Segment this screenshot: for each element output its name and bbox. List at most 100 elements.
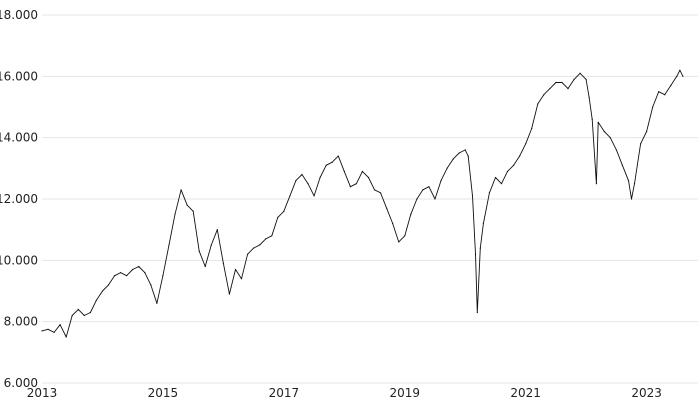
data-point [398,241,400,243]
x-tick-label: 2021 [510,386,541,400]
x-tick-label: 2017 [269,386,300,400]
data-point [585,78,587,80]
data-point [277,216,279,218]
data-point [652,106,654,108]
data-point [440,180,442,182]
data-point [325,164,327,166]
data-point [319,176,321,179]
data-point [573,78,575,80]
data-point [458,152,460,154]
data-point [95,299,98,301]
data-point [676,75,678,77]
data-point [446,167,448,169]
data-point [621,164,624,166]
data-point [89,311,91,314]
data-point [679,69,681,71]
data-point [119,272,122,274]
y-tick-label: 18.000 [0,8,38,22]
data-point [630,198,633,200]
data-point [670,84,672,87]
data-point [222,262,224,264]
data-point [555,81,557,84]
data-point [77,308,79,310]
data-point [525,143,527,145]
data-point [192,210,194,212]
data-point [471,195,474,197]
data-point [512,164,515,166]
data-point [549,88,551,90]
data-point [506,170,509,172]
data-point [271,235,273,237]
data-point [253,247,255,249]
data-point [500,183,503,185]
data-point [567,88,569,90]
series-line-0 [41,69,684,338]
y-tick-label: 10.000 [0,253,38,267]
data-point [41,330,43,332]
data-point [633,183,636,185]
data-point [482,222,484,225]
data-point [295,180,297,182]
data-point [180,189,182,191]
data-point [210,244,212,246]
x-tick-label: 2023 [631,386,662,400]
data-point [543,94,545,96]
data-point [234,268,237,271]
data-point [476,311,478,314]
data-point [349,186,351,188]
data-point [422,189,424,191]
data-point [204,265,206,268]
data-point [682,75,684,77]
data-point [138,265,140,268]
y-tick-label: 16.000 [0,69,38,83]
data-point [392,222,394,225]
data-point [467,155,469,157]
data-point [331,161,333,163]
data-point [386,207,388,209]
data-point [367,176,370,179]
data-point [216,229,218,231]
data-point [379,192,382,194]
data-point [464,149,466,151]
horizontal-gridlines [42,14,698,384]
y-tick-label: 14.000 [0,131,38,145]
data-point [71,314,73,317]
data-point [113,275,116,277]
data-point [597,121,599,123]
data-point [246,253,249,255]
data-point [519,155,521,157]
data-point [474,253,477,255]
data-point [259,244,261,246]
data-point [452,158,454,160]
x-tick-label: 2013 [27,386,58,400]
data-point [83,314,85,317]
y-tick-label: 6.000 [4,376,38,390]
data-point [126,275,128,277]
data-point [47,328,49,330]
data-point [579,72,581,74]
data-point [494,176,497,179]
data-point [588,97,590,99]
data-point [658,91,660,93]
data-point [162,275,164,277]
data-point [646,130,648,133]
data-point [283,210,285,212]
data-point [639,143,642,145]
data-point [343,170,345,172]
data-point [603,130,605,133]
data-point [228,293,231,295]
data-point [186,204,188,206]
data-point [132,268,134,271]
data-point [240,278,243,280]
data-point [404,235,406,237]
data-point [561,81,563,84]
data-point [156,302,158,304]
data-point [150,284,152,286]
data-point [301,173,303,176]
data-point [168,244,170,246]
data-point [434,198,436,200]
data-point [488,192,491,194]
data-point [416,198,418,200]
data-point [609,137,611,139]
